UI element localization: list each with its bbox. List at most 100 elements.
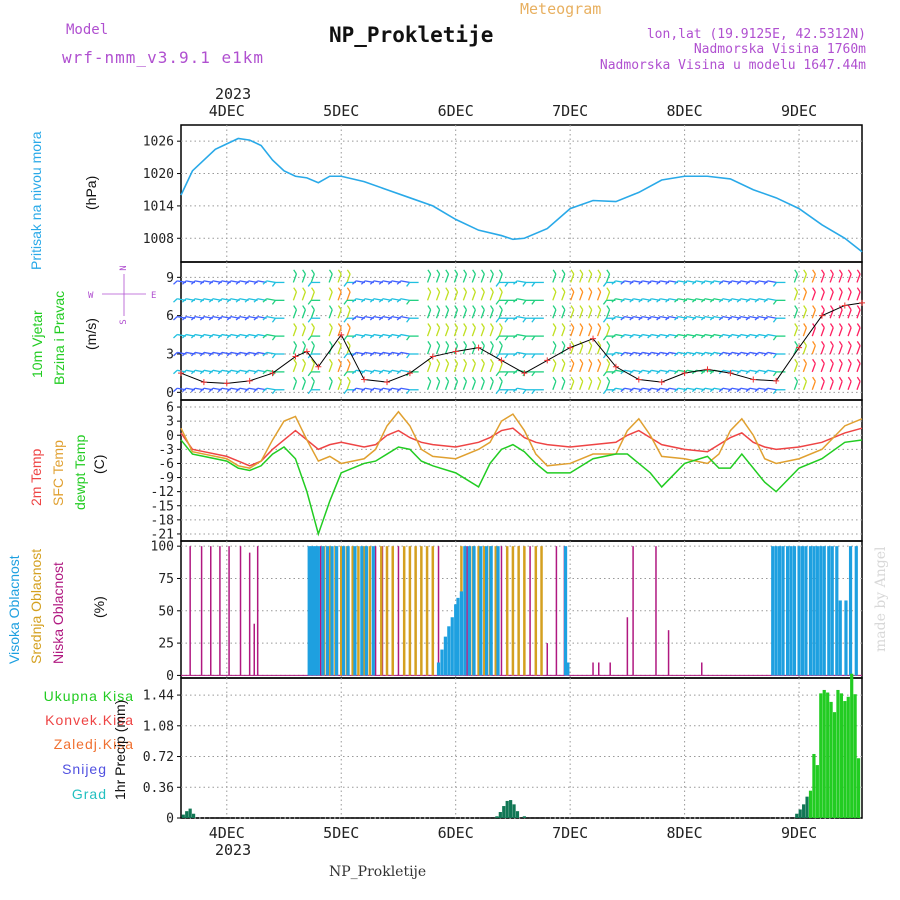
y-tick-label: 1020 bbox=[143, 167, 174, 182]
wind-barb-shaft bbox=[793, 291, 799, 301]
wind-barb-flag bbox=[396, 316, 402, 321]
cloud-bar bbox=[325, 546, 330, 676]
wind-barb-shaft bbox=[838, 327, 843, 337]
wind-barb bbox=[498, 323, 503, 337]
wind-barb-flag bbox=[754, 334, 760, 339]
wind-barb-flag bbox=[199, 280, 205, 285]
panel-frame bbox=[180, 540, 863, 679]
wind-barb-shaft bbox=[856, 273, 861, 283]
wind-barb-shaft bbox=[561, 363, 566, 373]
wind-barb bbox=[489, 287, 494, 301]
wind-barb-shaft bbox=[605, 327, 611, 337]
dates-bottom: 4DEC 5DEC 6DEC 7DEC 8DEC 9DEC bbox=[209, 824, 817, 842]
wind-barb-shaft bbox=[820, 363, 825, 373]
wind-barb bbox=[444, 341, 450, 355]
wind-barb-flag bbox=[821, 341, 825, 346]
wind-barb-shaft bbox=[579, 273, 584, 283]
wind-barb-flag bbox=[498, 376, 503, 382]
wind-barb-shaft bbox=[793, 345, 799, 355]
wind-barb bbox=[310, 305, 315, 319]
cloud-bar bbox=[309, 546, 314, 676]
wind-barb bbox=[292, 305, 298, 319]
wind-barb bbox=[406, 389, 419, 395]
wind-barb-flag bbox=[271, 299, 276, 305]
wind-barb-flag bbox=[561, 305, 566, 311]
precip-bar bbox=[812, 753, 816, 818]
cloud-bar bbox=[253, 623, 256, 676]
wind-barb-flag bbox=[665, 351, 670, 357]
wind-barb-flag bbox=[369, 387, 375, 393]
wind-barb-shaft bbox=[767, 333, 777, 337]
wind-barb bbox=[811, 323, 816, 337]
wind-barb-flag bbox=[311, 341, 315, 346]
wind-barb bbox=[561, 341, 566, 355]
wind-barb bbox=[480, 305, 485, 319]
cloud-bar bbox=[484, 546, 489, 676]
wind-barb-flag bbox=[436, 341, 441, 346]
wind-barb-flag bbox=[745, 351, 751, 357]
wind-barb-shaft bbox=[435, 309, 441, 319]
wind-barb-shaft bbox=[587, 309, 593, 319]
wind-barb bbox=[847, 341, 852, 355]
wind-barb-flag bbox=[387, 369, 393, 375]
year-bottom: 2023 bbox=[215, 841, 251, 859]
wind-barb-flag bbox=[821, 376, 825, 382]
wind-barb-flag bbox=[360, 351, 366, 357]
wind-barb-flag bbox=[217, 316, 223, 321]
wind-barb bbox=[495, 389, 509, 395]
wind-barb-shaft bbox=[453, 309, 459, 319]
wind-barb-shaft bbox=[561, 327, 566, 337]
wind-barb-flag bbox=[647, 316, 652, 321]
wind-barb-flag bbox=[700, 298, 706, 303]
wind-barb bbox=[310, 376, 315, 391]
cloud-bar bbox=[529, 546, 531, 676]
wind-barb-shaft bbox=[301, 363, 306, 373]
wind-barb-shaft bbox=[266, 280, 276, 284]
cloud-bar bbox=[346, 546, 350, 676]
wind-barb bbox=[426, 287, 432, 301]
cloud-bar bbox=[307, 546, 311, 676]
wind-barb-flag bbox=[718, 351, 724, 357]
wind-barb-flag bbox=[683, 316, 688, 321]
wind-barb bbox=[310, 341, 315, 355]
cloud-bar bbox=[219, 546, 221, 676]
wind-barb-flag bbox=[495, 282, 500, 287]
cloud-bar bbox=[353, 546, 357, 676]
wind-barb-shaft bbox=[856, 345, 861, 355]
model-name: wrf-nmm_v3.9.1 e1km bbox=[62, 48, 264, 67]
wind-barb-shaft bbox=[346, 381, 351, 391]
wind-barb bbox=[480, 269, 485, 283]
wind-speed-point bbox=[773, 377, 780, 384]
wind-barb bbox=[847, 376, 852, 391]
wind-barb-flag bbox=[812, 376, 816, 382]
precip-label-hail: Grad bbox=[72, 786, 107, 802]
wind-barb-flag bbox=[656, 334, 661, 339]
wind-barb-flag bbox=[597, 305, 602, 311]
wind-barb-flag bbox=[199, 298, 205, 303]
wind-barb-flag bbox=[396, 369, 402, 375]
wind-barb-shaft bbox=[802, 309, 808, 319]
wind-barb-flag bbox=[436, 305, 441, 311]
wind-barb bbox=[346, 358, 351, 373]
wind-barb bbox=[396, 316, 410, 321]
wind-barb-flag bbox=[351, 334, 357, 339]
wind-barb-flag bbox=[307, 317, 312, 323]
wind-barb bbox=[793, 358, 799, 373]
wind-barb-shaft bbox=[400, 280, 410, 284]
wind-barb-flag bbox=[552, 323, 557, 329]
wind-barb bbox=[462, 305, 468, 319]
wind-speed-point bbox=[544, 357, 551, 364]
wind-barb-flag bbox=[436, 358, 441, 364]
wind-barb-shaft bbox=[328, 309, 333, 319]
wind-barb-flag bbox=[709, 387, 715, 393]
wind-speed-point bbox=[498, 357, 505, 364]
wind-barb-flag bbox=[620, 298, 625, 303]
y-tick-label: 1026 bbox=[143, 135, 174, 150]
wind-barb-flag bbox=[406, 353, 411, 359]
wind-barb-flag bbox=[856, 287, 861, 293]
wind-barb-flag bbox=[638, 369, 643, 375]
wind-barb bbox=[495, 371, 509, 377]
precip-bar bbox=[181, 814, 185, 818]
pressure-line bbox=[180, 137, 863, 253]
wind-barb-flag bbox=[579, 269, 584, 275]
